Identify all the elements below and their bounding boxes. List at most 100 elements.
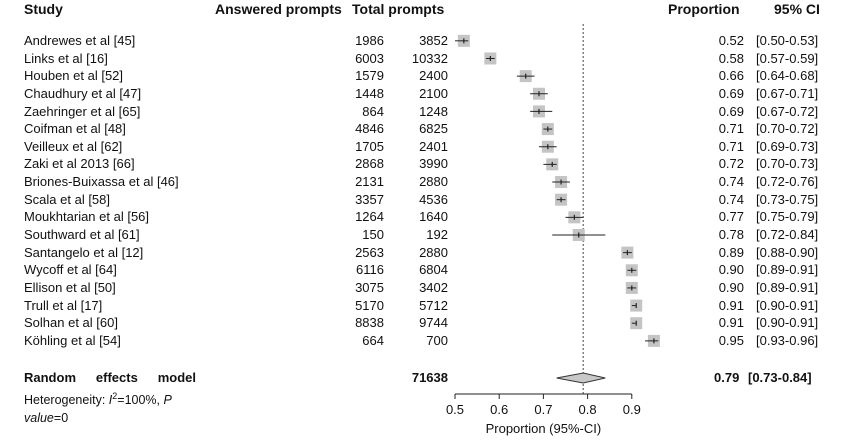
total-value: 4536: [419, 191, 448, 207]
x-tick-label: 0.6: [490, 402, 508, 417]
answered-value: 4846: [355, 121, 384, 137]
header-proportion: Proportion: [668, 1, 740, 17]
answered-value: 8838: [355, 315, 384, 331]
ci-value: [0.57-0.59]: [756, 50, 819, 66]
x-tick-label: 0.8: [579, 402, 597, 417]
proportion-value: 0.74: [718, 191, 744, 207]
proportion-column: 0.52 0.58 0.66 0.69 0.69 0.71 0.71 0.72 0.74 0.74…: [706, 32, 744, 350]
answered-value: 1579: [355, 68, 384, 84]
study-name: Southward et al [61]: [24, 227, 140, 243]
study-name: Zaehringer et al [65]: [24, 103, 141, 119]
x-axis-label: Proportion (95%-CI): [486, 421, 602, 436]
x-tick-label: 0.9: [623, 402, 641, 417]
study-name: Coifman et al [48]: [24, 121, 126, 137]
proportion-value: 0.74: [718, 174, 744, 190]
answered-value: 6116: [356, 262, 384, 278]
ci-value: [0.72-0.84]: [756, 227, 819, 243]
het-i: I: [108, 393, 113, 408]
answered-value: 2868: [355, 156, 384, 172]
study-name: Moukhtarian et al [56]: [24, 209, 150, 225]
study-name: Wycoff et al [64]: [24, 262, 117, 278]
answered-value: 3075: [355, 279, 384, 295]
study-name: Ellison et al [50]: [24, 279, 116, 295]
total-value: 2400: [419, 68, 448, 84]
ci-value: [0.73-0.75]: [756, 191, 819, 207]
x-tick-label: 0.7: [534, 402, 552, 417]
het-value-word: value: [24, 411, 54, 426]
het-prefix: Heterogeneity:: [24, 393, 109, 408]
answered-value: 1448: [355, 85, 384, 101]
header-answered-prompts: Answered prompts: [215, 1, 342, 17]
study-name: Scala et al [58]: [24, 191, 110, 207]
proportion-value: 0.71: [718, 121, 744, 137]
study-name: Chaudhury et al [47]: [24, 85, 142, 101]
total-column: 3852 10332 2400 2100 1248 6825 2401 3990 2880 453…: [380, 32, 448, 350]
study-column: Andrewes et al [45] Links et al [16] Hoube…: [24, 32, 214, 350]
total-value: 700: [426, 332, 448, 348]
het-suffix: =100%,: [117, 393, 164, 408]
total-value: 3852: [419, 33, 448, 48]
ci-value: [0.88-0.90]: [756, 244, 819, 260]
random-effects-total: 71638: [411, 370, 448, 385]
ci-value: [0.93-0.96]: [756, 332, 819, 348]
random-effects-ci: [0.73-0.84]: [748, 370, 812, 385]
answered-value: 1986: [355, 33, 384, 48]
answered-column: 1986 6003 1579 1448 864 4846 1705 2868 2131 3357 1…: [260, 32, 384, 350]
proportion-value: 0.78: [718, 227, 744, 243]
study-name: Santangelo et al [12]: [24, 244, 144, 260]
random-effects-estimate: 0.79: [714, 370, 740, 385]
proportion-value: 0.69: [718, 103, 744, 119]
study-name: Trull et al [17]: [24, 297, 103, 313]
het-p: P: [163, 393, 172, 408]
study-name: Houben et al [52]: [24, 68, 124, 84]
het-sup: 2: [112, 391, 118, 401]
proportion-value: 0.77: [718, 209, 744, 225]
ci-value: [0.67-0.72]: [756, 103, 819, 119]
answered-value: 6003: [355, 50, 384, 66]
study-name: Veilleux et al [62]: [24, 138, 123, 154]
total-value: 2880: [419, 244, 448, 260]
study-name: Briones-Buixassa et al [46]: [24, 174, 179, 190]
ci-value: [0.69-0.73]: [756, 138, 819, 154]
answered-value: 2131: [355, 174, 384, 190]
total-value: 2100: [419, 85, 448, 101]
total-value: 6825: [419, 121, 448, 137]
heterogeneity-text: Heterogeneity: I2=100%, P value=0: [24, 387, 172, 427]
study-name: Andrewes et al [45]: [24, 33, 136, 48]
header-total-prompts: Total prompts: [352, 1, 445, 17]
answered-value: 2563: [355, 244, 384, 260]
proportion-value: 0.72: [718, 156, 744, 172]
study-name: Zaki et al 2013 [66]: [24, 156, 135, 172]
answered-value: 3357: [355, 191, 384, 207]
proportion-value: 0.52: [718, 33, 744, 48]
proportion-value: 0.89: [718, 244, 744, 260]
study-name: Links et al [16]: [24, 50, 108, 66]
ci-value: [0.70-0.72]: [756, 121, 819, 137]
het-value: =0: [53, 411, 69, 426]
total-value: 10332: [411, 50, 448, 66]
total-value: 1248: [419, 103, 448, 119]
answered-value: 864: [362, 103, 384, 119]
summary-diamond: [556, 372, 606, 384]
proportion-value: 0.69: [718, 85, 744, 101]
header-study: Study: [24, 1, 63, 17]
proportion-value: 0.91: [718, 315, 744, 331]
proportion-value: 0.90: [718, 279, 744, 295]
ci-value: [0.72-0.76]: [756, 174, 819, 190]
proportion-value: 0.58: [718, 50, 744, 66]
total-value: 6804: [419, 262, 448, 278]
study-name: Solhan et al [60]: [24, 315, 118, 331]
ci-value: [0.64-0.68]: [756, 68, 819, 84]
ci-column: [0.50-0.53] [0.57-0.59] [0.64-0.68] [0.67-0…: [756, 32, 846, 350]
total-value: 3990: [419, 156, 448, 172]
study-name: Köhling et al [54]: [24, 332, 121, 348]
ci-value: [0.70-0.73]: [756, 156, 819, 172]
proportion-value: 0.66: [718, 68, 744, 84]
answered-value: 5170: [355, 297, 384, 313]
x-tick-label: 0.5: [446, 402, 464, 417]
ci-value: [0.75-0.79]: [756, 209, 819, 225]
total-value: 5712: [419, 297, 448, 313]
ci-value: [0.89-0.91]: [756, 279, 819, 295]
ci-value: [0.89-0.91]: [756, 262, 819, 278]
